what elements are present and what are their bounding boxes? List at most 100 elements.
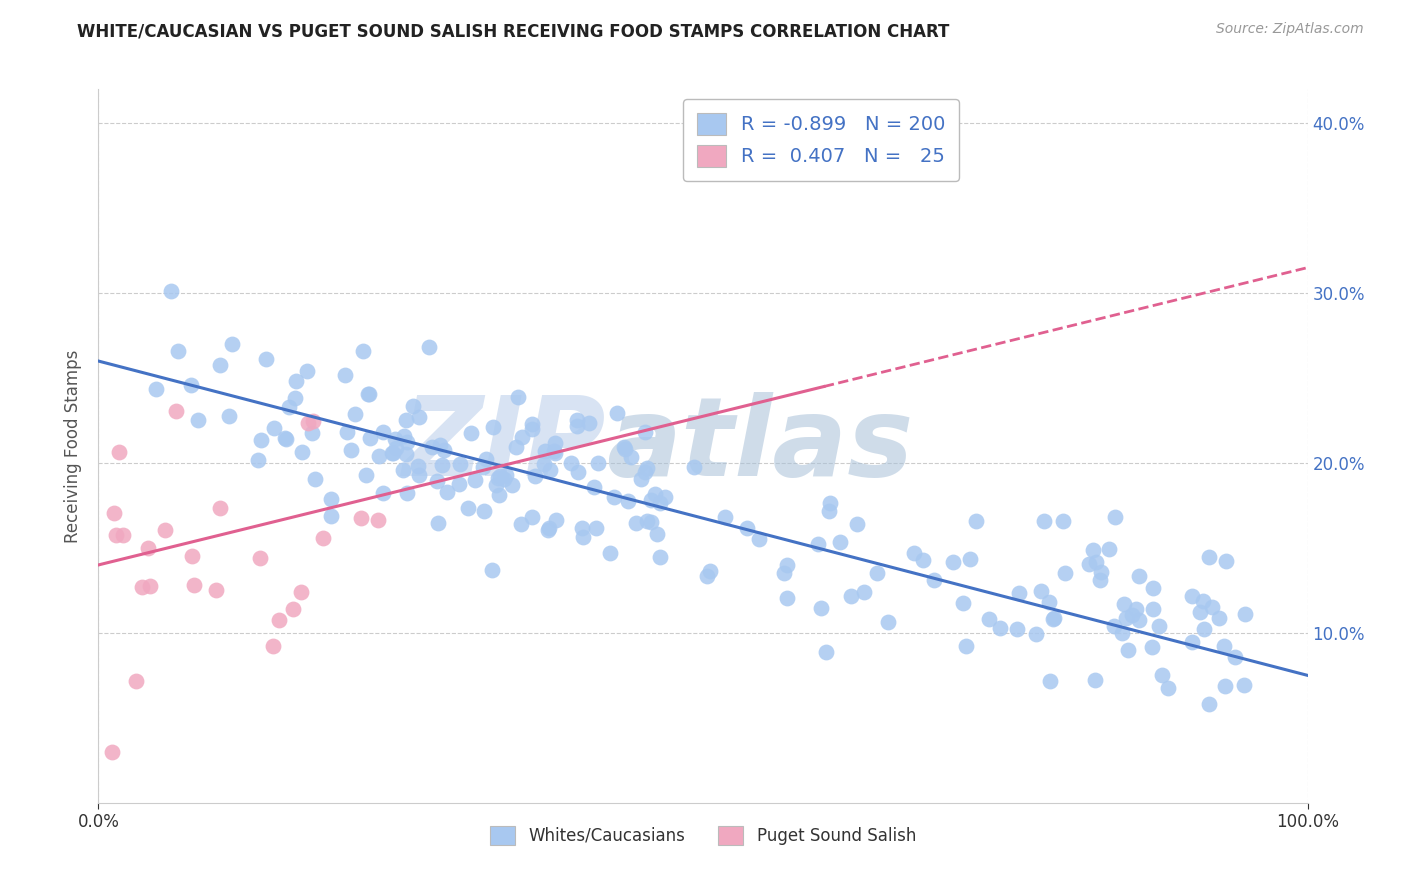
Point	[839, 590, 862, 604]
Point	[1152, 668, 1174, 682]
Point	[1084, 673, 1107, 687]
Point	[602, 491, 624, 505]
Point	[1104, 510, 1126, 524]
Point	[472, 504, 495, 518]
Point	[167, 344, 190, 359]
Point	[520, 417, 543, 432]
Point	[773, 566, 796, 581]
Point	[426, 474, 449, 488]
Point	[1233, 607, 1256, 621]
Point	[1078, 558, 1101, 572]
Point	[942, 555, 965, 569]
Point	[1053, 566, 1076, 580]
Point	[108, 445, 131, 459]
Text: ZIP: ZIP	[402, 392, 606, 500]
Point	[384, 441, 406, 455]
Point	[180, 377, 202, 392]
Point	[373, 485, 395, 500]
Point	[153, 523, 176, 537]
Point	[814, 645, 837, 659]
Point	[180, 549, 202, 563]
Point	[1032, 514, 1054, 528]
Point	[1181, 635, 1204, 649]
Point	[634, 465, 657, 479]
Point	[1088, 574, 1111, 588]
Point	[488, 488, 510, 502]
Point	[1128, 568, 1150, 582]
Point	[1147, 618, 1170, 632]
Point	[911, 553, 934, 567]
Point	[262, 639, 284, 653]
Point	[285, 375, 308, 389]
Point	[636, 514, 658, 528]
Point	[395, 447, 418, 461]
Point	[340, 442, 363, 457]
Point	[433, 442, 456, 457]
Point	[699, 564, 721, 578]
Point	[481, 419, 503, 434]
Point	[1116, 642, 1139, 657]
Point	[510, 516, 533, 531]
Point	[1038, 595, 1060, 609]
Point	[524, 469, 547, 483]
Point	[209, 358, 232, 372]
Point	[877, 615, 900, 629]
Point	[464, 474, 486, 488]
Point	[359, 387, 381, 401]
Point	[620, 450, 643, 464]
Y-axis label: Receiving Food Stamps: Receiving Food Stamps	[65, 350, 83, 542]
Point	[263, 421, 285, 435]
Point	[1156, 681, 1178, 695]
Point	[546, 513, 568, 527]
Point	[481, 563, 503, 577]
Point	[648, 550, 671, 565]
Point	[276, 432, 298, 446]
Point	[1052, 514, 1074, 528]
Point	[567, 465, 589, 479]
Point	[630, 472, 652, 486]
Point	[136, 541, 159, 555]
Point	[297, 416, 319, 430]
Point	[1201, 600, 1223, 615]
Point	[571, 521, 593, 535]
Point	[1125, 601, 1147, 615]
Point	[395, 413, 418, 427]
Point	[392, 428, 415, 442]
Point	[384, 432, 406, 446]
Point	[1198, 697, 1220, 711]
Point	[160, 284, 183, 298]
Point	[486, 471, 509, 485]
Point	[510, 429, 533, 443]
Point	[1084, 555, 1107, 569]
Point	[1112, 597, 1135, 611]
Point	[475, 451, 498, 466]
Point	[818, 496, 841, 510]
Point	[1215, 554, 1237, 568]
Point	[560, 456, 582, 470]
Point	[406, 459, 429, 474]
Point	[1090, 565, 1112, 579]
Point	[578, 416, 600, 430]
Point	[1115, 611, 1137, 625]
Point	[1039, 673, 1062, 688]
Point	[696, 569, 718, 583]
Point	[304, 472, 326, 486]
Point	[1223, 649, 1246, 664]
Point	[312, 532, 335, 546]
Point	[1098, 542, 1121, 557]
Point	[284, 391, 307, 405]
Point	[396, 434, 419, 449]
Point	[1192, 623, 1215, 637]
Point	[955, 640, 977, 654]
Point	[640, 515, 662, 529]
Point	[249, 550, 271, 565]
Point	[544, 446, 567, 460]
Point	[508, 390, 530, 404]
Point	[654, 490, 676, 504]
Legend: Whites/Caucasians, Puget Sound Salish: Whites/Caucasians, Puget Sound Salish	[484, 819, 922, 852]
Point	[853, 584, 876, 599]
Point	[381, 446, 404, 460]
Point	[543, 444, 565, 458]
Point	[505, 440, 527, 454]
Point	[533, 457, 555, 471]
